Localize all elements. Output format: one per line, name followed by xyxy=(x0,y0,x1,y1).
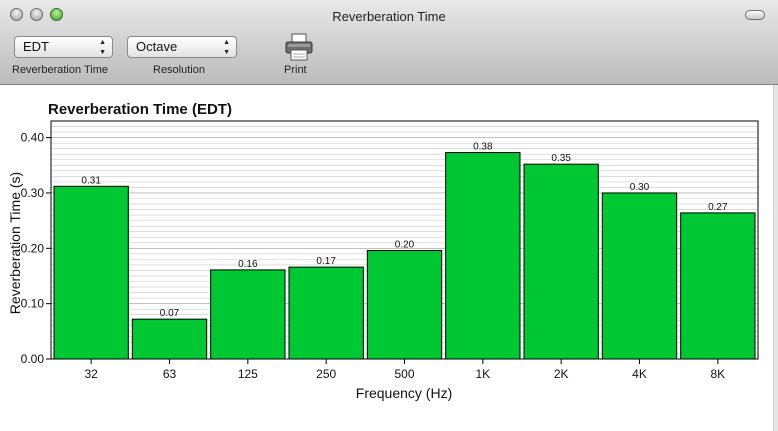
x-tick-label: 2K xyxy=(554,367,569,381)
bar-125 xyxy=(210,269,286,360)
bar-8K xyxy=(680,212,756,360)
bar-2K xyxy=(523,163,599,360)
bar-value-label: 0.35 xyxy=(551,153,571,164)
bar-1K xyxy=(445,152,521,360)
bar-value-label: 0.17 xyxy=(316,256,336,267)
bar-value-label: 0.20 xyxy=(395,240,415,251)
reverberation-chart: Reverberation Time (EDT) 0.31 0.07 0.16 0.1… xyxy=(7,101,759,401)
x-tick-label: 500 xyxy=(394,367,414,381)
resolution-popup-value: Octave xyxy=(136,39,178,54)
bar-value-label: 0.16 xyxy=(238,259,258,270)
bar-value-label: 0.07 xyxy=(160,308,180,319)
x-tick-label: 125 xyxy=(238,367,258,381)
bar-250 xyxy=(288,266,364,360)
x-tick-label: 1K xyxy=(475,367,490,381)
print-label[interactable]: Print xyxy=(284,64,307,76)
bar-63 xyxy=(131,318,208,360)
x-tick-label: 8K xyxy=(710,367,725,381)
zoom-window-button[interactable] xyxy=(50,8,63,21)
chart-bars: 0.31 0.07 0.16 0.17 0.20 0.38 0.35 0.30 0.27 xyxy=(53,142,756,360)
bar-500 xyxy=(366,250,443,360)
bar-value-label: 0.27 xyxy=(708,202,728,213)
window-resize-edge xyxy=(773,85,778,431)
x-axis-label: Frequency (Hz) xyxy=(356,385,452,401)
bar-4K xyxy=(601,192,678,360)
resolution-popup[interactable]: Octave ▲ ▼ xyxy=(127,36,237,58)
y-tick-label: 0.30 xyxy=(21,186,45,200)
reverberation-time-popup[interactable]: EDT ▲ ▼ xyxy=(14,36,113,58)
y-tick-label: 0.10 xyxy=(21,297,45,311)
chart-title: Reverberation Time (EDT) xyxy=(48,101,232,118)
window-titlebar: Reverberation Time EDT ▲ ▼ Octave ▲ ▼ Reve… xyxy=(0,0,778,85)
bar-32 xyxy=(53,185,129,360)
x-tick-label: 32 xyxy=(84,367,98,381)
y-tick-label: 0.20 xyxy=(21,241,45,255)
x-tick-label: 63 xyxy=(163,367,177,381)
toolbar-toggle-button[interactable] xyxy=(745,10,765,20)
bar-value-label: 0.30 xyxy=(630,182,650,193)
y-tick-label: 0.00 xyxy=(21,352,45,366)
resolution-label: Resolution xyxy=(153,64,205,76)
window-title: Reverberation Time xyxy=(332,9,446,24)
bar-value-label: 0.38 xyxy=(473,142,493,153)
close-window-button[interactable] xyxy=(10,8,23,21)
reverberation-time-label: Reverberation Time xyxy=(12,64,108,76)
reverberation-time-popup-value: EDT xyxy=(23,39,49,54)
x-tick-label: 4K xyxy=(632,367,647,381)
popup-arrows-icon: ▲ ▼ xyxy=(99,39,106,56)
printer-icon[interactable] xyxy=(284,33,314,61)
bar-value-label: 0.31 xyxy=(81,175,101,186)
popup-arrows-icon: ▲ ▼ xyxy=(223,39,230,56)
y-tick-label: 0.40 xyxy=(21,131,45,145)
y-axis-label: Reverberation Time (s) xyxy=(7,172,23,314)
x-tick-label: 250 xyxy=(316,367,336,381)
y-axis-ticks: 0.00 0.10 0.20 0.30 0.40 xyxy=(21,131,51,366)
x-axis-ticks: 32 63 125 250 500 1K 2K 4K 8K xyxy=(84,359,725,381)
minimize-window-button[interactable] xyxy=(30,8,43,21)
